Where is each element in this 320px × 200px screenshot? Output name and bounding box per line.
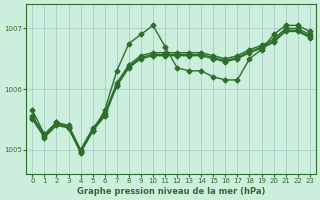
X-axis label: Graphe pression niveau de la mer (hPa): Graphe pression niveau de la mer (hPa) [77,187,265,196]
